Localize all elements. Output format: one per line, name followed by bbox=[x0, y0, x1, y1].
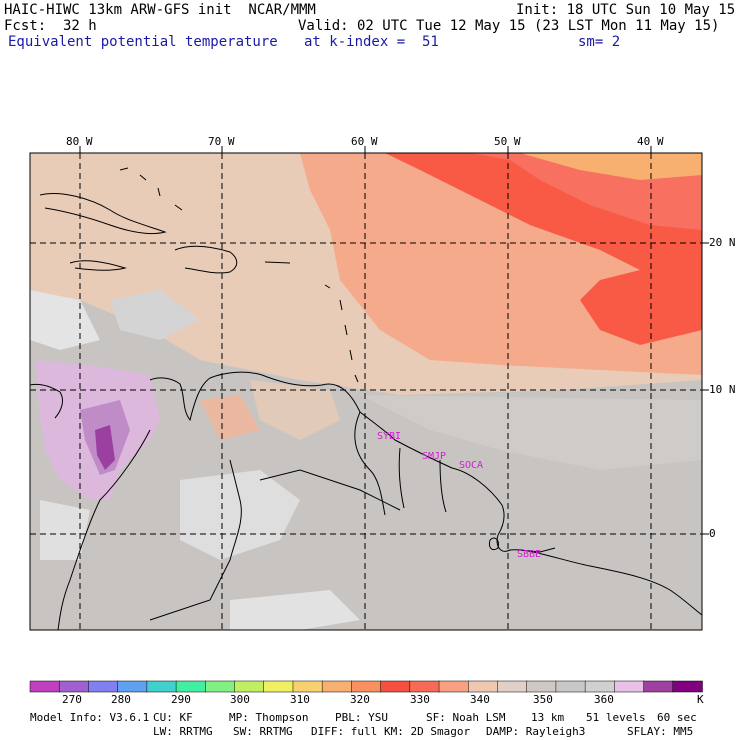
lon-label: 60 W bbox=[351, 135, 378, 148]
footer-item: SF: Noah LSM bbox=[426, 711, 506, 724]
colorbar-tick: 320 bbox=[350, 693, 370, 706]
colorbar-swatch bbox=[643, 680, 674, 693]
station-label: SOCA bbox=[459, 460, 484, 471]
coastlines bbox=[30, 167, 702, 630]
colorbar-swatch bbox=[351, 680, 382, 693]
colorbar-tick: 310 bbox=[290, 693, 310, 706]
colorbar-swatch bbox=[380, 680, 411, 693]
footer-item: CU: KF bbox=[153, 711, 193, 724]
colorbar-swatch bbox=[672, 680, 703, 693]
colorbar-tick: 270 bbox=[62, 693, 82, 706]
colorbar-tick: 360 bbox=[594, 693, 614, 706]
colorbar-swatch bbox=[438, 680, 470, 693]
colorbar-swatch bbox=[409, 680, 440, 693]
valid-time: Valid: 02 UTC Tue 12 May 15 (23 LST Mon … bbox=[298, 18, 720, 34]
field-name: Equivalent potential temperature bbox=[8, 34, 278, 50]
footer-item: DIFF: full bbox=[311, 725, 378, 738]
colorbar-swatch bbox=[263, 680, 294, 693]
footer-item: LW: RRTMG bbox=[153, 725, 213, 738]
colorbar-swatch bbox=[88, 680, 119, 693]
colorbar-swatch bbox=[205, 680, 236, 693]
lat-label: 10 N bbox=[709, 383, 736, 396]
footer-item: 60 sec bbox=[657, 711, 697, 724]
lat-label: 0 bbox=[709, 527, 716, 540]
graticule bbox=[30, 153, 702, 630]
colorbar-swatch bbox=[292, 680, 323, 693]
station-label: SYBI bbox=[377, 431, 402, 442]
colorbar-unit: K bbox=[697, 693, 704, 706]
footer-item: KM: 2D Smagor bbox=[384, 725, 471, 738]
colorbar-tick: 280 bbox=[111, 693, 131, 706]
footer-item: SW: RRTMG bbox=[233, 725, 293, 738]
lon-label: 70 W bbox=[208, 135, 235, 148]
colorbar-tick: 340 bbox=[470, 693, 490, 706]
lon-label: 40 W bbox=[637, 135, 664, 148]
station-label: SMJP bbox=[422, 451, 447, 462]
model-title: HAIC-HIWC 13km ARW-GFS init NCAR/MMM bbox=[4, 2, 316, 18]
colorbar-swatch bbox=[555, 680, 586, 693]
colorbar-swatch bbox=[614, 680, 645, 693]
footer-item: Model Info: V3.6.1 bbox=[30, 711, 150, 724]
theta-e-field bbox=[30, 153, 702, 630]
lat-label: 20 N bbox=[709, 236, 736, 249]
lon-label: 50 W bbox=[494, 135, 521, 148]
footer-item: 13 km bbox=[531, 711, 565, 724]
colorbar-tick: 290 bbox=[171, 693, 191, 706]
forecast-hour: Fcst: 32 h bbox=[4, 18, 97, 34]
colorbar-swatch bbox=[584, 680, 616, 693]
init-time: Init: 18 UTC Sun 10 May 15 bbox=[516, 2, 736, 18]
colorbar-swatch bbox=[175, 680, 207, 693]
colorbar-swatch bbox=[29, 680, 60, 693]
footer-item: MP: Thompson bbox=[229, 711, 309, 724]
station-label: SBBE bbox=[517, 549, 542, 560]
colorbar-tick: 350 bbox=[533, 693, 553, 706]
colorbar-swatch bbox=[468, 680, 499, 693]
colorbar bbox=[29, 680, 703, 693]
colorbar-tick: 330 bbox=[410, 693, 430, 706]
colorbar-swatch bbox=[146, 680, 177, 693]
footer-item: DAMP: Rayleigh3 bbox=[486, 725, 586, 738]
axis-ticks bbox=[79, 146, 709, 535]
colorbar-tick: 300 bbox=[230, 693, 250, 706]
colorbar-swatch bbox=[321, 680, 353, 693]
smoothing-info: sm= 2 bbox=[578, 34, 621, 50]
footer-item: SFLAY: MM5 bbox=[627, 725, 694, 738]
footer-item: 51 levels bbox=[586, 711, 646, 724]
colorbar-swatch bbox=[526, 680, 557, 693]
colorbar-swatch bbox=[234, 680, 265, 693]
colorbar-swatch bbox=[117, 680, 148, 693]
level-info: at k-index = 51 bbox=[304, 34, 439, 50]
colorbar-swatch bbox=[58, 680, 90, 693]
lon-label: 80 W bbox=[66, 135, 93, 148]
footer-item: PBL: YSU bbox=[335, 711, 388, 724]
colorbar-swatch bbox=[497, 680, 528, 693]
map-frame bbox=[29, 152, 703, 631]
